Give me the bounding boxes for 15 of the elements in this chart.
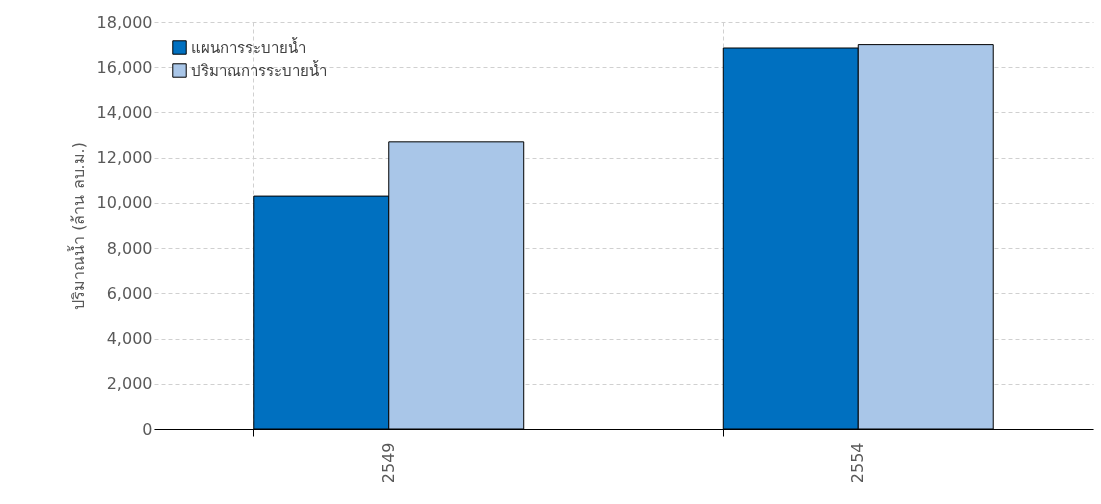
y-tick-label: 16,000: [96, 57, 153, 77]
x-tick-label: 2554: [848, 442, 868, 484]
y-tick-label: 8,000: [106, 238, 153, 258]
y-tick-label: 2,000: [106, 374, 153, 394]
legend-label: ปริมาณการระบายน้ำ: [191, 59, 327, 80]
y-tick-label: 10,000: [96, 193, 153, 213]
y-tick-label: 18,000: [96, 12, 153, 32]
y-tick-label: 14,000: [96, 102, 153, 122]
y-tick-label: 6,000: [106, 283, 153, 303]
y-tick-label: 0: [142, 419, 153, 439]
y-tick-label: 4,000: [106, 329, 153, 349]
x-tick-label: 2549: [378, 442, 398, 484]
legend-label: แผนการระบายน้ำ: [191, 36, 306, 57]
y-tick-label: 12,000: [96, 148, 153, 168]
y-axis-title: ปริมาณน้ำ (ล้าน ลบ.ม.): [66, 142, 88, 310]
